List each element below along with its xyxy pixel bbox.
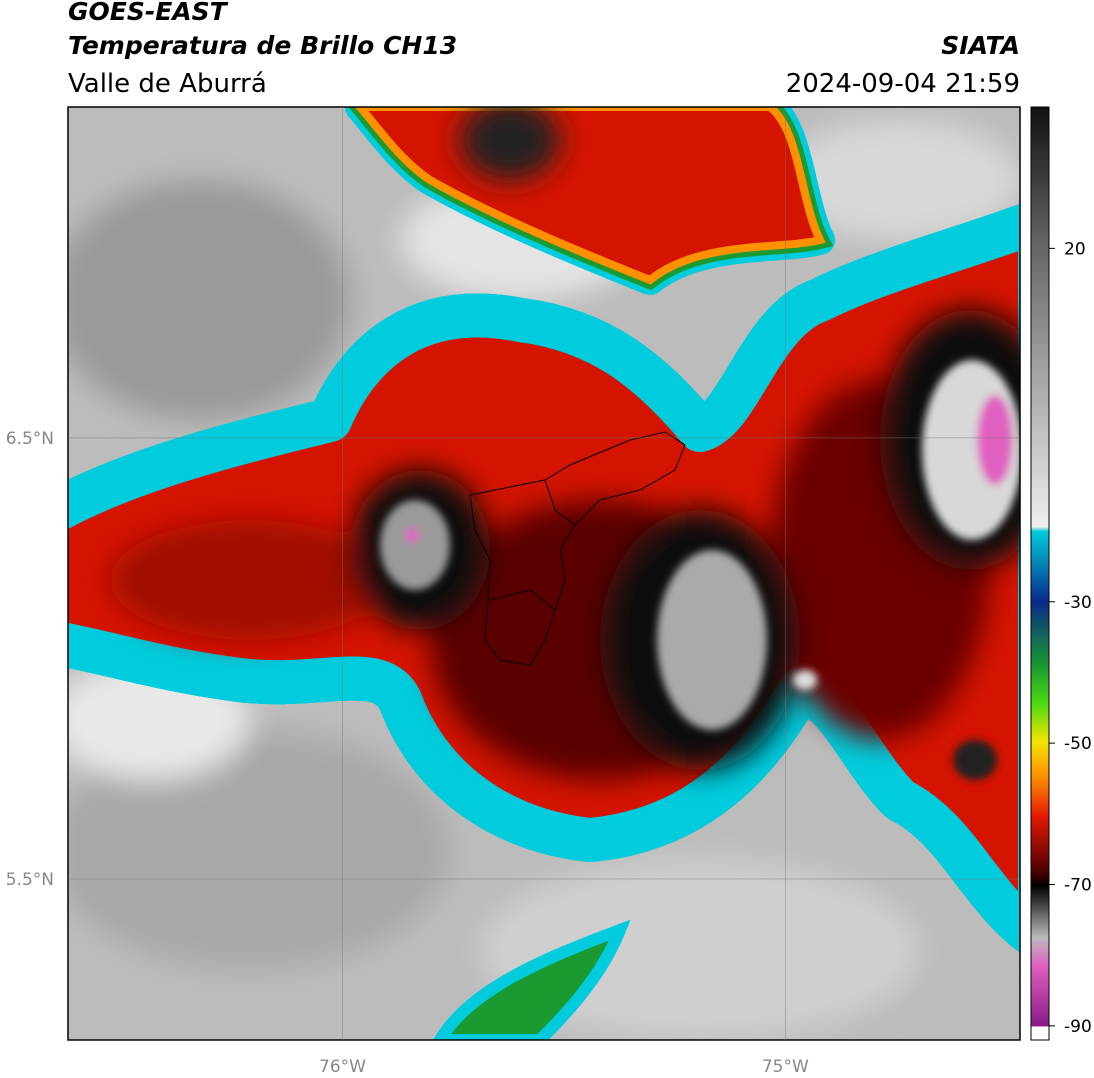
map-frame [67, 106, 1021, 1041]
x-tick-label: 76°W [319, 1057, 366, 1077]
colorbar-tick-label: -50 [1064, 734, 1092, 754]
region: Valle de Aburrá [68, 69, 267, 99]
colorbar [1030, 106, 1050, 1041]
y-tick-label: 5.5°N [6, 870, 54, 890]
colorbar-tick-label: -70 [1064, 876, 1092, 896]
colorbar-tick-label: -30 [1064, 593, 1092, 613]
title: GOES-EAST [68, 0, 229, 26]
source: SIATA [941, 31, 1020, 60]
y-tick-label: 6.5°N [6, 429, 54, 449]
x-tick-label: 75°W [762, 1057, 809, 1077]
satellite-image [68, 107, 1020, 1040]
colorbar-tick-label: -90 [1064, 1017, 1092, 1037]
header: GOES-EAST Temperatura de Brillo CH13 SIA… [68, 0, 1020, 99]
subtitle: Temperatura de Brillo CH13 [68, 31, 457, 60]
datetime: 2024-09-04 21:59 [786, 69, 1020, 99]
colorbar-tick-label: 20 [1064, 239, 1086, 259]
